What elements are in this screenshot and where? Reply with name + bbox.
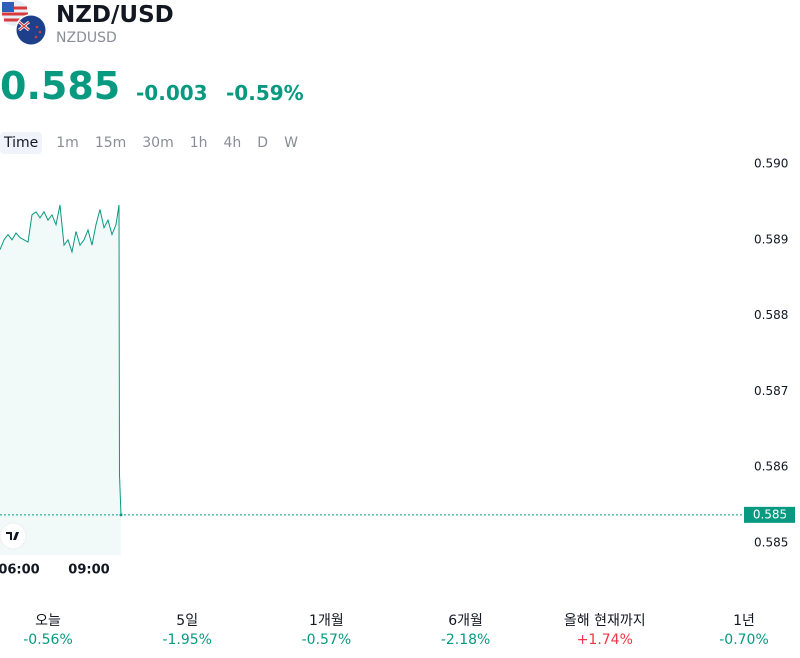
- interval-button[interactable]: 1h: [189, 135, 208, 151]
- interval-button[interactable]: 30m: [142, 135, 174, 151]
- change: -0.003: [136, 81, 208, 105]
- symbol: NZDUSD: [56, 30, 117, 46]
- y-tick-label: 0.585: [754, 535, 788, 549]
- price-line: [0, 204, 122, 515]
- x-tick-label: 06:00: [0, 563, 40, 578]
- performance-value: +1.74%: [576, 632, 633, 648]
- currency-flags: [2, 0, 47, 46]
- interval-button[interactable]: D: [257, 135, 269, 151]
- y-tick-label: 0.586: [754, 460, 788, 474]
- area-fill: [0, 204, 121, 555]
- performance-label: 올해 현재까지: [563, 613, 646, 629]
- performance-label: 5일: [176, 613, 199, 629]
- performance-value: -1.95%: [162, 632, 212, 648]
- y-tick-label: 0.588: [754, 308, 788, 322]
- performance-item: 올해 현재까지 +1.74%: [535, 610, 675, 648]
- performance-item: 1년 -0.70%: [674, 610, 800, 648]
- performance-value: -0.56%: [23, 632, 73, 648]
- interval-button[interactable]: W: [284, 135, 298, 151]
- performance-item: 6개월 -2.18%: [396, 610, 536, 648]
- performance-item: 1개월 -0.57%: [256, 610, 396, 648]
- interval-bar: Time 1m 15m 30m 1h 4h D W: [0, 132, 306, 154]
- performance-value: -0.70%: [719, 632, 769, 648]
- pair-title: NZD/USD: [56, 2, 174, 28]
- performance-label: 오늘: [35, 613, 61, 629]
- interval-button[interactable]: 1m: [56, 135, 79, 151]
- tv-logo: [0, 522, 27, 550]
- y-tick-label: 0.587: [754, 384, 788, 398]
- interval-button[interactable]: 4h: [223, 135, 242, 151]
- performance-value: -2.18%: [440, 632, 491, 648]
- price: 0.585: [0, 64, 121, 108]
- performance-item: 5일 -1.95%: [117, 610, 257, 648]
- interval-button[interactable]: Time: [0, 132, 43, 154]
- y-tick-label: 0.590: [754, 157, 788, 171]
- last-price-label: 0.585: [753, 507, 787, 521]
- x-tick-label: 09:00: [68, 563, 109, 578]
- performance-label: 1년: [733, 613, 755, 629]
- change-percent: -0.59%: [226, 81, 304, 105]
- performance-label: 6개월: [448, 613, 483, 629]
- last-price-box: [744, 506, 795, 523]
- performance-item: 오늘 -0.56%: [0, 610, 118, 648]
- performance-value: -0.57%: [301, 632, 352, 648]
- performance-label: 1개월: [309, 613, 344, 629]
- chart: 0.590 0.589 0.588 0.587 0.586 0.585 06:00 09:00…: [0, 157, 795, 578]
- y-tick-label: 0.589: [754, 232, 788, 246]
- interval-button[interactable]: 15m: [94, 135, 127, 151]
